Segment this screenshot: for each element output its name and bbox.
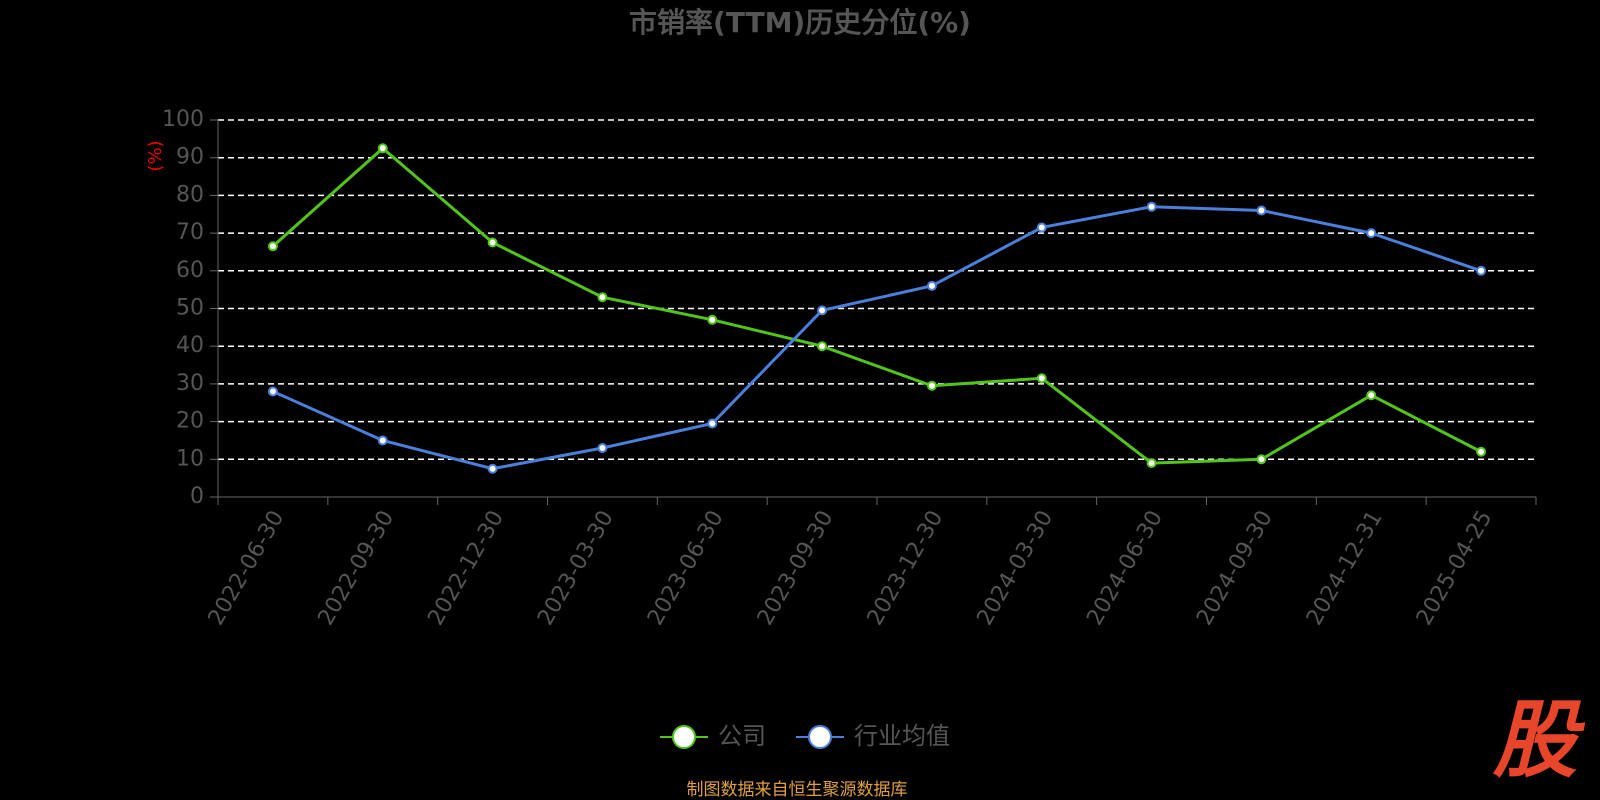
point	[1476, 265, 1487, 276]
point	[1476, 446, 1487, 457]
point	[707, 314, 718, 325]
x-tick-label: 2022-12-30	[423, 507, 509, 630]
point	[1256, 205, 1267, 216]
x-tick-label: 2024-06-30	[1082, 507, 1168, 630]
y-tick-label: 50	[176, 296, 204, 321]
chart-title: 市销率(TTM)历史分位(%)	[629, 6, 971, 39]
legend-label: 公司	[718, 722, 766, 750]
x-tick-label: 2023-09-30	[753, 507, 839, 630]
point	[817, 305, 828, 316]
legend-label: 行业均值	[854, 722, 950, 750]
x-tick-label: 2022-06-30	[204, 507, 290, 630]
y-tick-label: 100	[162, 107, 204, 132]
point	[597, 292, 608, 303]
x-tick-label: 2023-03-30	[533, 507, 619, 630]
y-tick-label: 20	[176, 409, 204, 434]
y-tick-label: 30	[176, 371, 204, 396]
y-axis-label: (%)	[145, 140, 166, 171]
legend-marker	[672, 725, 696, 749]
logo: 股	[1492, 691, 1586, 789]
y-tick-label: 70	[176, 220, 204, 245]
point	[1036, 373, 1047, 384]
x-tick-label: 2023-12-30	[863, 507, 949, 630]
series-line	[271, 146, 1482, 465]
point	[1036, 222, 1047, 233]
series-line	[272, 205, 1482, 471]
point	[267, 386, 278, 397]
point	[926, 280, 937, 291]
x-tick-label: 2024-03-30	[973, 507, 1059, 630]
x-tick-label: 2023-06-30	[643, 507, 729, 630]
point	[377, 435, 388, 446]
y-tick-label: 10	[176, 446, 204, 471]
point	[707, 418, 718, 429]
point	[267, 241, 278, 252]
point	[817, 341, 828, 352]
y-tick-label: 0	[190, 484, 204, 509]
y-tick-label: 60	[176, 258, 204, 283]
point	[1366, 390, 1377, 401]
point	[1146, 458, 1157, 469]
y-tick-label: 90	[176, 145, 204, 170]
x-tick-label: 2024-09-30	[1192, 507, 1278, 630]
y-tick-label: 80	[176, 182, 204, 207]
point	[1146, 201, 1157, 212]
x-tick-label: 2024-12-31	[1302, 507, 1388, 630]
legend-marker	[808, 725, 832, 749]
x-tick-label: 2025-04-25	[1412, 507, 1498, 630]
point	[377, 143, 388, 154]
point	[597, 442, 608, 453]
point	[487, 463, 498, 474]
y-tick-label: 40	[176, 333, 204, 358]
point	[1366, 228, 1377, 239]
source-note: 制图数据来自恒生聚源数据库	[687, 780, 908, 800]
point	[926, 380, 937, 391]
x-tick-label: 2022-09-30	[314, 507, 400, 630]
point	[487, 237, 498, 248]
point	[1256, 454, 1267, 465]
